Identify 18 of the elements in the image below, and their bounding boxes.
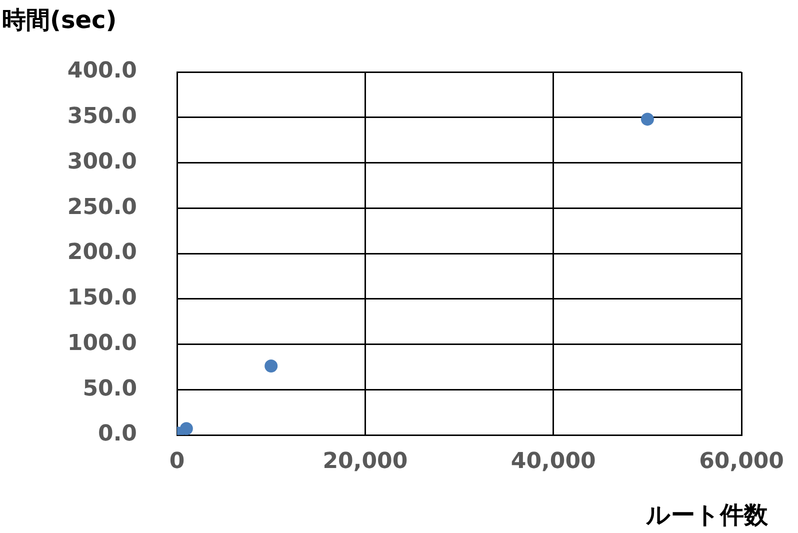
- x-axis-title: ルート件数: [646, 500, 768, 531]
- y-tick-label: 350.0: [67, 104, 137, 130]
- y-tick-label: 50.0: [82, 376, 137, 402]
- y-tick-label: 200.0: [67, 240, 137, 266]
- y-tick-label: 250.0: [67, 194, 137, 220]
- y-tick-label: 100.0: [67, 330, 137, 356]
- y-tick-label: 400.0: [67, 58, 137, 84]
- y-axis-title: 時間(sec): [2, 5, 117, 36]
- y-tick-label: 150.0: [67, 286, 137, 311]
- x-tick-label: 20,000: [322, 448, 408, 474]
- point: [640, 112, 654, 126]
- point: [180, 422, 193, 435]
- y-tick-label: 0.0: [98, 422, 137, 447]
- x-tick-label: 60,000: [699, 448, 784, 474]
- y-tick-label: 300.0: [67, 149, 137, 174]
- point: [264, 360, 278, 373]
- x-tick-label: 0: [169, 448, 185, 474]
- x-tick-label: 40,000: [510, 448, 596, 474]
